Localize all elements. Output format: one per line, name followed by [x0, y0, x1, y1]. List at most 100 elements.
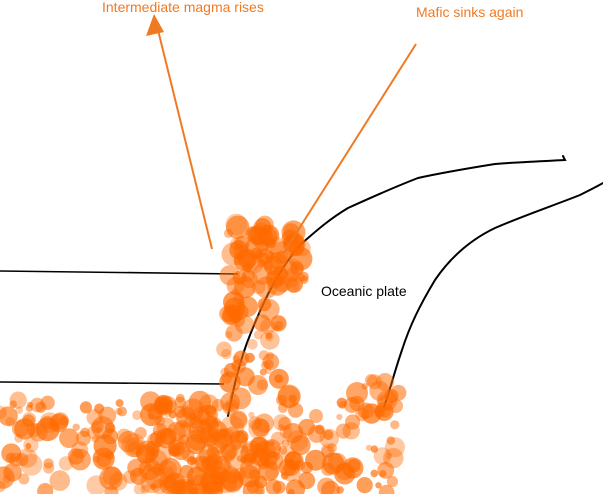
magma-bubble	[253, 314, 271, 332]
magma-bubble	[257, 259, 266, 268]
magma-bubble	[375, 482, 382, 489]
magma-bubble	[240, 443, 259, 462]
magma-bubble	[115, 407, 123, 416]
magma-bubble	[321, 480, 340, 494]
magma-bubble	[290, 435, 311, 456]
magma-bubble	[390, 420, 400, 430]
magma-bubble	[234, 314, 254, 334]
magma-bubble	[72, 423, 80, 431]
magma-bubble	[241, 253, 260, 273]
magma-bubble	[167, 439, 185, 457]
magma-bubble	[116, 428, 132, 444]
magma-bubble	[17, 448, 38, 468]
magma-bubble	[225, 324, 243, 342]
magma-bubble	[323, 429, 334, 441]
oceanic-plate-label: Oceanic plate	[321, 283, 407, 299]
magma-bubble	[173, 420, 192, 438]
magma-bubble	[25, 443, 32, 449]
magma-bubble	[314, 424, 325, 435]
magma-bubble	[247, 339, 258, 350]
magma-bubble	[356, 477, 373, 494]
magma-bubble	[22, 414, 35, 428]
magma-bubble	[219, 305, 236, 322]
magma-bubble	[377, 461, 395, 479]
magma-bubble	[205, 411, 212, 418]
magma-bubble	[327, 452, 347, 472]
magma-bubble	[299, 271, 309, 282]
magma-bubble	[233, 468, 247, 481]
magma-bubble	[365, 374, 378, 387]
magma-bubble	[123, 470, 137, 484]
magma-bubble	[58, 456, 74, 471]
magma-bubble	[370, 445, 379, 453]
magma-bubble	[267, 275, 288, 296]
oceanic-plate-top-line	[227, 155, 567, 417]
magma-bubble	[278, 403, 288, 413]
magma-bubble	[226, 215, 250, 240]
magma-bubble	[79, 401, 92, 414]
magma-bubble	[182, 449, 195, 462]
magma-bubble	[198, 444, 220, 467]
magma-bubble	[370, 469, 379, 478]
intermediate-arrow-shaft	[157, 29, 213, 250]
magma-bubble	[99, 466, 123, 491]
magma-bubble	[285, 267, 300, 282]
magma-bubble	[288, 394, 297, 403]
magma-bubble	[327, 443, 337, 453]
magma-bubble	[80, 427, 90, 438]
magma-bubble	[246, 480, 260, 494]
magma-bubble	[104, 485, 119, 494]
magma-bubble	[49, 470, 71, 491]
magma-bubble	[288, 402, 304, 418]
magma-bubble	[192, 406, 210, 425]
magma-bubble	[262, 439, 282, 458]
magma-bubble	[225, 213, 248, 236]
mafic-sinks-label: Mafic sinks again	[416, 4, 524, 20]
magma-bubble	[40, 395, 55, 410]
magma-bubble	[254, 413, 274, 433]
magma-bubble	[115, 399, 124, 408]
magma-bubble	[0, 466, 15, 489]
magma-bubble	[149, 444, 172, 467]
magma-bubble	[390, 384, 407, 401]
magma-bubble	[263, 255, 284, 276]
magma-bubble	[140, 484, 150, 494]
magma-bubble	[272, 480, 286, 494]
magma-bubble	[218, 444, 236, 463]
magma-bubble	[222, 399, 239, 416]
magma-bubble	[278, 416, 292, 431]
magma-bubble	[59, 428, 79, 448]
magma-bubble	[376, 373, 394, 391]
magma-bubble	[86, 409, 104, 426]
magma-bubble	[274, 374, 284, 384]
magma-bubble	[15, 406, 24, 415]
magma-bubble	[229, 387, 252, 410]
magma-bubble	[288, 278, 298, 288]
magma-bubble	[92, 447, 115, 470]
magma-bubble	[248, 375, 268, 395]
magma-bubbles	[0, 213, 407, 494]
magma-bubble	[147, 413, 155, 420]
magma-bubble	[168, 410, 177, 419]
magma-bubble	[260, 330, 280, 350]
magma-bubble	[229, 410, 248, 429]
magma-bubble	[149, 447, 156, 454]
magma-bubble	[309, 409, 323, 423]
magma-bubble	[9, 452, 23, 467]
magma-bubble	[1, 443, 22, 464]
magma-bubble	[342, 422, 360, 440]
magma-bubble	[265, 332, 272, 340]
magma-bubble	[9, 400, 17, 409]
magma-bubble	[385, 453, 392, 460]
magma-bubble	[259, 368, 267, 376]
magma-bubble	[373, 447, 392, 465]
crust-upper-line	[0, 270, 239, 275]
magma-bubble	[266, 351, 274, 360]
magma-bubble	[152, 423, 168, 438]
magma-bubble	[93, 455, 101, 463]
magma-bubble	[244, 352, 255, 363]
magma-bubble	[248, 411, 255, 418]
magma-bubble	[102, 428, 119, 445]
magma-bubble	[230, 237, 243, 251]
